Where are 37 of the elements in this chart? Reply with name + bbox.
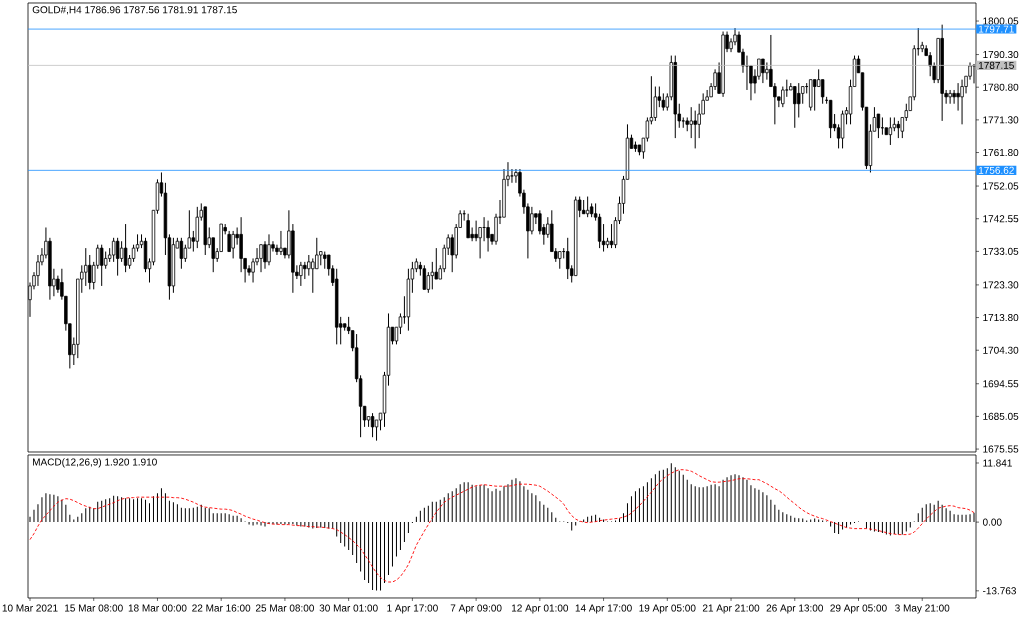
x-tick-label: 15 Mar 08:00 bbox=[65, 604, 123, 612]
y-tick-label: 11.841 bbox=[983, 459, 1012, 467]
y-tick-label: 1713.80 bbox=[983, 314, 1019, 322]
x-tick-label: 21 Apr 21:00 bbox=[702, 604, 760, 614]
ref-line-label: 1756.62 bbox=[978, 166, 1014, 174]
y-tick-label: 1761.80 bbox=[983, 149, 1019, 157]
x-tick-label: 22 Mar 16:00 bbox=[192, 604, 251, 612]
y-tick-label: 1733.05 bbox=[983, 247, 1019, 255]
y-tick-label: 0.00 bbox=[982, 518, 1002, 526]
x-tick-label: 29 Apr 05:00 bbox=[830, 604, 887, 614]
y-tick-label: 1752.05 bbox=[983, 182, 1019, 190]
y-tick-label: 1742.55 bbox=[983, 215, 1019, 223]
x-tick-label: 14 Apr 17:00 bbox=[575, 604, 632, 614]
ref-line-label: 1787.15 bbox=[978, 61, 1014, 69]
y-tick-label: 1685.05 bbox=[983, 412, 1019, 420]
x-tick-label: 12 Apr 01:00 bbox=[511, 604, 569, 614]
y-tick-label: 1723.30 bbox=[983, 281, 1019, 289]
x-tick-label: 3 May 21:00 bbox=[895, 604, 950, 614]
x-tick-label: 30 Mar 01:00 bbox=[319, 604, 378, 612]
y-tick-label: 1800.05 bbox=[983, 17, 1019, 25]
y-tick-label: 1704.30 bbox=[983, 346, 1019, 354]
y-tick-label: 1694.55 bbox=[983, 380, 1019, 388]
x-tick-label: 7 Apr 09:00 bbox=[450, 604, 502, 614]
y-tick-label: -13.763 bbox=[982, 587, 1017, 595]
y-tick-label: 1790.30 bbox=[983, 51, 1019, 59]
y-tick-label: 1780.80 bbox=[983, 83, 1019, 91]
x-tick-label: 1 Apr 17:00 bbox=[387, 604, 438, 614]
chart-title: GOLD#,H4 1786.96 1787.56 1781.91 1787.15 bbox=[32, 6, 237, 15]
x-tick-label: 19 Apr 05:00 bbox=[639, 604, 696, 614]
x-tick-label: 25 Mar 08:00 bbox=[255, 604, 314, 612]
y-tick-label: 1771.30 bbox=[983, 116, 1019, 124]
ref-line-label: 1797.71 bbox=[978, 25, 1014, 33]
x-tick-label: 10 Mar 2021 bbox=[2, 604, 58, 612]
x-tick-label: 18 Mar 00:00 bbox=[128, 604, 187, 612]
x-tick-label: 26 Apr 13:00 bbox=[766, 604, 823, 614]
y-tick-label: 1675.55 bbox=[983, 445, 1019, 453]
chart-title: MACD(12,26,9) 1.920 1.910 bbox=[33, 458, 157, 468]
